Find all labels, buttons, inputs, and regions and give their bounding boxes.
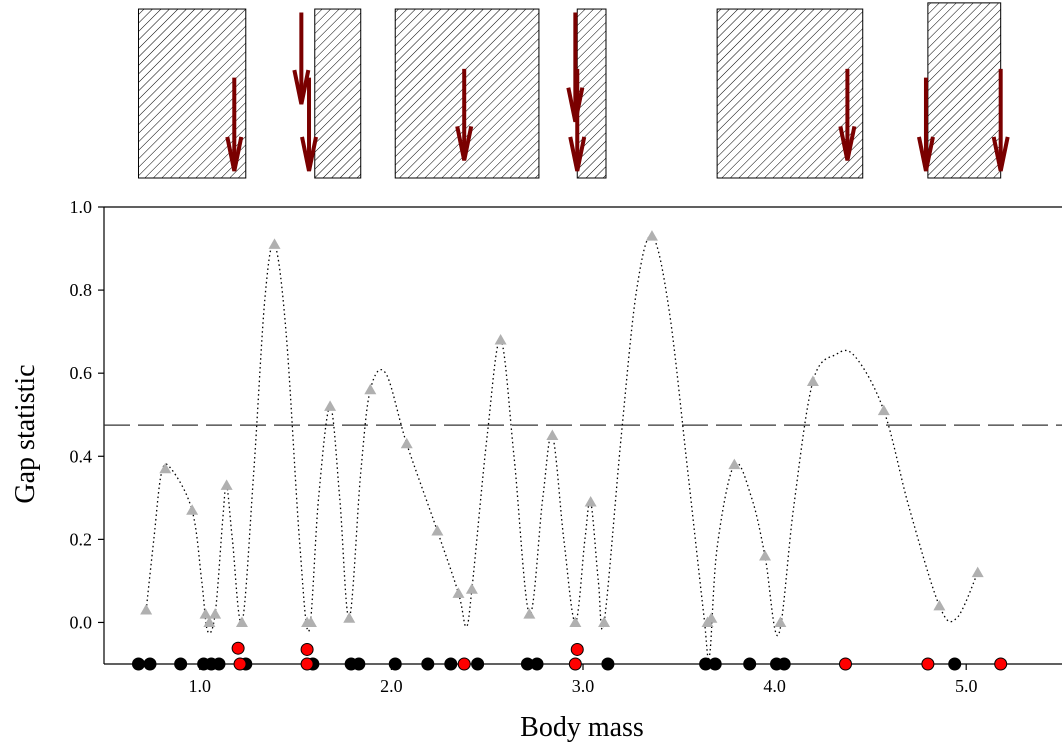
x-tick-label: 4.0 bbox=[763, 676, 786, 696]
gap-curve bbox=[145, 235, 979, 660]
gap-point bbox=[584, 495, 597, 507]
x-tick-label: 5.0 bbox=[955, 676, 978, 696]
y-tick-label: 0.2 bbox=[70, 529, 93, 549]
species-point-red bbox=[300, 642, 314, 656]
gap-bar bbox=[927, 2, 1002, 179]
gap-point bbox=[465, 583, 478, 594]
y-tick-label: 0.8 bbox=[70, 280, 93, 300]
species-point-black bbox=[601, 657, 615, 671]
species-point-red bbox=[568, 657, 582, 671]
gap-bars-panel bbox=[137, 2, 1010, 179]
gap-point bbox=[209, 608, 222, 619]
y-tick-label: 1.0 bbox=[70, 197, 93, 217]
species-point-black bbox=[444, 657, 458, 671]
gap-bar bbox=[716, 8, 864, 179]
gap-point bbox=[431, 525, 444, 536]
species-point-red bbox=[994, 657, 1008, 671]
x-tick-label: 3.0 bbox=[572, 676, 595, 696]
gap-point bbox=[645, 230, 658, 241]
gap-point bbox=[400, 437, 413, 449]
species-point-black bbox=[143, 657, 157, 671]
gap-point bbox=[186, 504, 199, 515]
species-point-red bbox=[570, 642, 584, 656]
gap-point bbox=[452, 587, 465, 598]
gap-point bbox=[235, 616, 248, 627]
gap-point bbox=[324, 400, 337, 411]
gap-point bbox=[569, 616, 582, 627]
arrow-head bbox=[300, 136, 318, 172]
gap-point bbox=[759, 549, 772, 561]
species-point-red bbox=[233, 657, 247, 671]
arrow-head bbox=[568, 136, 587, 172]
species-point-black bbox=[471, 657, 485, 671]
gap-point bbox=[220, 479, 233, 490]
gap-point bbox=[546, 429, 559, 440]
gap-point bbox=[199, 608, 212, 619]
species-point-red bbox=[300, 657, 314, 671]
species-point-red bbox=[231, 641, 245, 655]
species-point-black bbox=[352, 657, 366, 671]
arrow-head bbox=[225, 136, 244, 172]
gap-point bbox=[774, 616, 787, 627]
gap-point bbox=[523, 608, 536, 619]
gap-point bbox=[203, 616, 216, 627]
species-point-black bbox=[708, 657, 722, 671]
gap-point bbox=[304, 616, 317, 627]
arrow-head bbox=[838, 125, 857, 161]
species-point-black bbox=[388, 657, 402, 671]
species-point-black bbox=[131, 657, 145, 671]
y-tick-label: 0.6 bbox=[70, 363, 93, 383]
species-point-red bbox=[921, 657, 935, 671]
plot-marks bbox=[104, 230, 1062, 671]
gap-point bbox=[806, 375, 819, 386]
gap-point bbox=[268, 238, 281, 249]
gap-point bbox=[728, 458, 741, 470]
gap-point bbox=[598, 616, 611, 627]
species-point-black bbox=[421, 657, 435, 671]
species-point-black bbox=[777, 657, 791, 671]
gap-point bbox=[933, 599, 946, 611]
gap-point bbox=[364, 383, 377, 395]
species-point-red bbox=[457, 657, 471, 671]
gap-point bbox=[705, 612, 718, 623]
x-axis-label: Body mass bbox=[520, 712, 644, 743]
x-tick-label: 2.0 bbox=[380, 676, 403, 696]
gap-point bbox=[971, 566, 984, 578]
plot-axes: 0.0 0.2 0.4 0.6 0.8 1.0 1.0 2.0 3.0 4.0 5.0 bbox=[70, 197, 1062, 696]
y-tick-label: 0.4 bbox=[70, 446, 93, 466]
arrow-head bbox=[292, 69, 311, 105]
y-axis-label: Gap statistic bbox=[10, 364, 41, 503]
species-point-black bbox=[174, 657, 188, 671]
gap-point bbox=[140, 603, 153, 615]
arrow-head bbox=[991, 136, 1010, 172]
species-point-black bbox=[212, 657, 226, 671]
species-point-red bbox=[838, 657, 852, 671]
y-tick-label: 0.0 bbox=[70, 612, 93, 632]
species-point-black bbox=[948, 657, 962, 671]
species-point-black bbox=[743, 657, 757, 671]
gap-point bbox=[343, 612, 356, 623]
species-point-black bbox=[530, 657, 544, 671]
arrow-head bbox=[455, 125, 474, 161]
arrow-head bbox=[917, 136, 935, 172]
gap-point bbox=[877, 404, 890, 416]
x-tick-label: 1.0 bbox=[189, 676, 212, 696]
gap-point bbox=[159, 462, 172, 474]
gap-bar bbox=[314, 8, 362, 179]
gap-point bbox=[494, 333, 507, 345]
